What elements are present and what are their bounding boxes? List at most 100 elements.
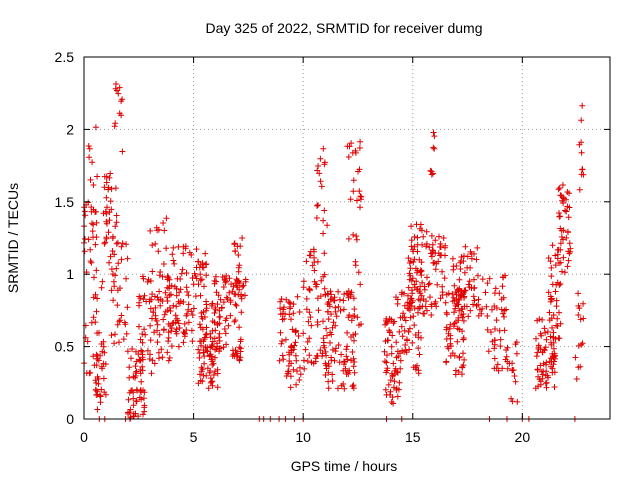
data-point	[493, 317, 500, 324]
data-point	[492, 285, 499, 292]
data-point	[494, 361, 501, 368]
data-point	[239, 235, 246, 241]
data-point	[416, 256, 423, 263]
data-point	[313, 352, 320, 359]
data-point	[103, 179, 110, 186]
data-point	[108, 332, 115, 339]
data-point	[91, 274, 97, 281]
data-point	[458, 291, 465, 297]
data-point	[147, 337, 154, 344]
data-point	[388, 350, 395, 357]
data-point	[546, 317, 553, 324]
data-point	[383, 369, 390, 376]
chart-title: Day 325 of 2022, SRMTID for receiver dum…	[205, 20, 482, 36]
data-point	[577, 316, 584, 323]
data-point	[277, 298, 284, 305]
data-point	[235, 264, 242, 271]
data-point	[320, 339, 327, 346]
data-point	[461, 303, 468, 310]
data-point	[553, 303, 560, 310]
data-point	[340, 381, 347, 387]
data-point	[421, 283, 428, 290]
data-point	[97, 393, 104, 400]
data-point	[444, 311, 450, 318]
data-point	[324, 308, 331, 315]
data-point	[168, 291, 174, 298]
data-point	[90, 234, 96, 241]
data-point	[211, 310, 218, 316]
data-point	[543, 379, 550, 386]
data-point	[560, 254, 567, 261]
data-point	[232, 347, 239, 354]
data-point	[222, 277, 229, 284]
data-point	[193, 246, 200, 253]
data-point	[396, 328, 403, 335]
data-point	[565, 214, 572, 221]
data-point	[233, 302, 240, 309]
data-point	[277, 329, 284, 336]
data-point	[206, 369, 213, 376]
data-point	[169, 251, 176, 258]
data-point	[191, 270, 198, 277]
data-point	[406, 276, 413, 283]
data-point	[353, 236, 360, 243]
data-point	[211, 319, 218, 326]
data-point	[459, 371, 465, 378]
data-point	[491, 290, 498, 297]
data-point	[321, 207, 328, 214]
data-point	[157, 302, 164, 309]
data-point	[575, 290, 582, 297]
data-point	[132, 363, 139, 370]
data-point	[114, 302, 121, 309]
data-point	[202, 344, 209, 350]
data-point	[394, 296, 401, 303]
data-point	[112, 272, 119, 279]
data-point	[231, 241, 238, 248]
data-point	[168, 325, 175, 331]
data-point	[109, 235, 116, 242]
data-point	[126, 364, 133, 371]
data-point	[556, 185, 563, 191]
data-point	[300, 278, 307, 285]
data-point	[175, 320, 182, 327]
data-point	[344, 329, 351, 336]
data-point	[357, 281, 364, 288]
data-point	[197, 271, 204, 278]
data-point	[345, 154, 352, 160]
data-point	[332, 322, 339, 329]
data-point	[499, 365, 506, 372]
data-point	[237, 338, 244, 345]
data-point	[86, 154, 93, 161]
data-point	[201, 360, 208, 367]
data-point	[415, 370, 422, 377]
data-point	[384, 318, 391, 325]
data-point	[218, 304, 225, 311]
data-point	[113, 240, 120, 247]
data-point	[578, 149, 585, 156]
data-point	[347, 196, 354, 203]
data-point	[405, 284, 412, 291]
data-point	[344, 343, 351, 350]
data-point	[176, 325, 183, 331]
data-point	[437, 240, 444, 247]
data-point	[159, 273, 166, 280]
data-point	[112, 223, 119, 230]
data-point	[329, 378, 336, 384]
data-point	[578, 117, 585, 124]
data-point	[447, 321, 454, 328]
data-point	[459, 314, 466, 321]
data-point	[237, 243, 244, 250]
data-point	[502, 272, 509, 279]
data-point	[238, 309, 245, 316]
data-point	[504, 344, 511, 351]
data-point	[357, 196, 364, 203]
data-point	[93, 392, 100, 398]
data-point	[484, 313, 491, 319]
data-point	[92, 291, 99, 298]
data-point	[297, 364, 303, 371]
data-point	[384, 352, 390, 359]
data-point	[94, 406, 101, 413]
data-point	[471, 250, 477, 257]
data-point	[314, 202, 321, 209]
data-point	[165, 321, 172, 327]
